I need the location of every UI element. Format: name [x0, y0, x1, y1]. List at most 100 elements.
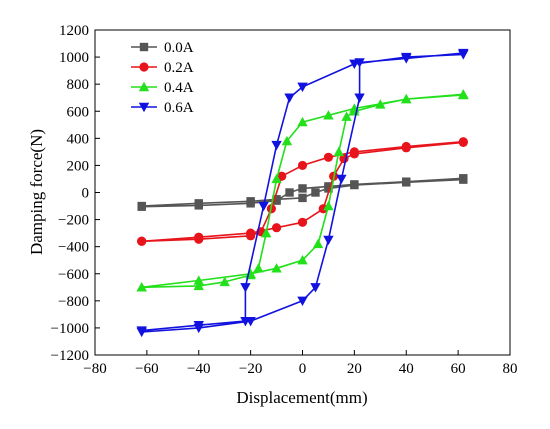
- data-point: [323, 110, 334, 120]
- data-point: [336, 174, 347, 185]
- data-point: [323, 235, 334, 246]
- legend-entry: 0.2A: [131, 60, 194, 76]
- data-point: [298, 184, 307, 193]
- y-tick-label: −1200: [51, 348, 89, 364]
- data-point: [458, 89, 469, 99]
- data-point: [277, 171, 287, 181]
- legend-label: 0.0A: [164, 40, 194, 56]
- legend-marker: [139, 62, 149, 72]
- data-point: [297, 296, 308, 307]
- x-tick-label: 0: [299, 361, 307, 377]
- data-point: [341, 111, 352, 121]
- x-tick-label: 80: [503, 361, 518, 377]
- data-point: [401, 141, 411, 152]
- series-0.6A: [136, 48, 469, 338]
- data-point: [137, 236, 147, 246]
- data-point: [297, 116, 308, 127]
- x-tick-label: −40: [187, 361, 210, 377]
- y-tick-label: 600: [67, 104, 90, 120]
- y-tick-label: 0: [82, 186, 90, 202]
- data-point: [297, 255, 308, 265]
- data-point: [193, 275, 204, 285]
- data-point: [246, 199, 255, 208]
- data-point: [401, 54, 412, 64]
- data-point: [349, 147, 359, 157]
- data-point: [311, 188, 320, 197]
- data-point: [297, 82, 308, 93]
- legend-label: 0.6A: [164, 100, 194, 116]
- data-point: [271, 223, 282, 233]
- data-point: [258, 201, 269, 212]
- series-0.0A: [137, 174, 468, 211]
- data-point: [253, 263, 264, 273]
- data-point: [194, 234, 204, 244]
- data-point: [312, 238, 324, 249]
- y-tick-label: −1000: [51, 321, 89, 337]
- data-point: [271, 173, 282, 184]
- legend-marker: [138, 102, 150, 113]
- x-axis-label: Displacement(mm): [236, 388, 367, 407]
- data-point: [324, 182, 333, 191]
- data-point: [193, 323, 204, 334]
- data-point: [323, 200, 334, 211]
- data-point: [194, 201, 203, 210]
- y-tick-label: 800: [67, 77, 90, 93]
- data-point: [375, 99, 386, 109]
- legend-entry: 0.6A: [131, 100, 194, 116]
- y-tick-label: 400: [67, 131, 90, 147]
- data-point: [219, 276, 230, 287]
- data-point: [285, 188, 294, 197]
- data-point: [402, 177, 411, 186]
- series-layer: [136, 48, 469, 338]
- data-point: [137, 202, 146, 211]
- data-point: [354, 93, 365, 103]
- data-point: [354, 58, 365, 68]
- y-tick-label: 1200: [59, 23, 89, 39]
- data-point: [401, 93, 412, 104]
- data-point: [350, 180, 359, 189]
- data-point: [297, 160, 308, 171]
- data-point: [271, 140, 282, 151]
- y-axis-ticks: −1200 −1000 −800 −600 −400 −200 0 200 400 600 800 1…: [51, 23, 100, 364]
- legend: 0.0A 0.2A 0.4A 0.6A: [131, 40, 194, 116]
- y-tick-label: −200: [58, 213, 89, 229]
- data-point: [281, 135, 293, 146]
- y-tick-label: 200: [67, 158, 90, 174]
- series-0.4A: [136, 89, 469, 292]
- data-point: [310, 283, 321, 293]
- legend-label: 0.4A: [164, 80, 194, 96]
- data-point: [245, 316, 256, 327]
- y-tick-label: 1000: [59, 50, 89, 66]
- series-0.2A: [137, 137, 468, 246]
- data-point: [297, 217, 308, 227]
- legend-marker: [139, 42, 149, 52]
- data-point: [333, 146, 345, 157]
- x-tick-label: −20: [239, 361, 262, 377]
- data-point: [136, 282, 147, 292]
- x-tick-label: 40: [399, 361, 414, 377]
- legend-label: 0.2A: [164, 60, 194, 76]
- data-point: [136, 327, 147, 338]
- x-tick-label: −80: [83, 361, 106, 377]
- x-tick-label: −60: [135, 361, 158, 377]
- x-tick-label: 20: [347, 361, 362, 377]
- y-tick-label: −400: [58, 240, 89, 256]
- legend-entry: 0.4A: [131, 80, 194, 96]
- data-point: [193, 280, 204, 291]
- data-point: [260, 227, 272, 238]
- data-point: [458, 137, 468, 147]
- data-point: [323, 152, 334, 162]
- data-point: [240, 283, 251, 293]
- data-point: [271, 263, 282, 273]
- data-point: [459, 174, 468, 183]
- data-point: [284, 93, 295, 103]
- legend-entry: 0.0A: [131, 40, 194, 56]
- y-axis-label: Damping force(N): [27, 129, 46, 255]
- y-tick-label: −800: [58, 294, 89, 310]
- x-axis-ticks: −80 −60 −40 −20 0 20 40 60 80: [83, 350, 518, 377]
- data-point: [272, 196, 281, 205]
- data-point: [246, 231, 256, 241]
- data-point: [458, 48, 469, 59]
